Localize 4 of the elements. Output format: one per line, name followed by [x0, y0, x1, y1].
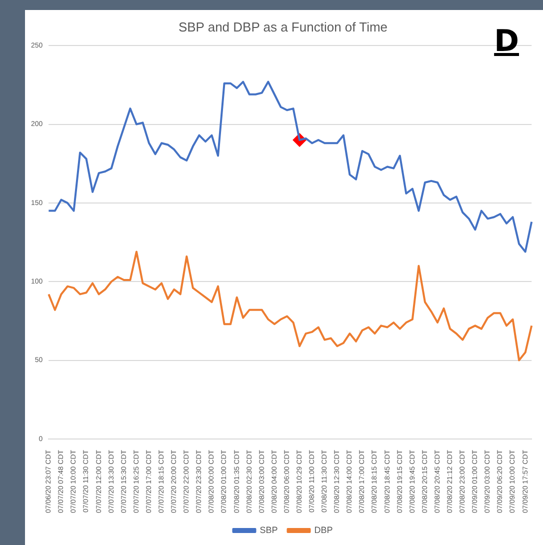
annotation: D	[494, 24, 519, 59]
chart-title: SBP and DBP as a Function of Time	[178, 19, 388, 34]
legend-label: SBP	[260, 524, 278, 535]
legend-label: DBP	[314, 524, 333, 535]
